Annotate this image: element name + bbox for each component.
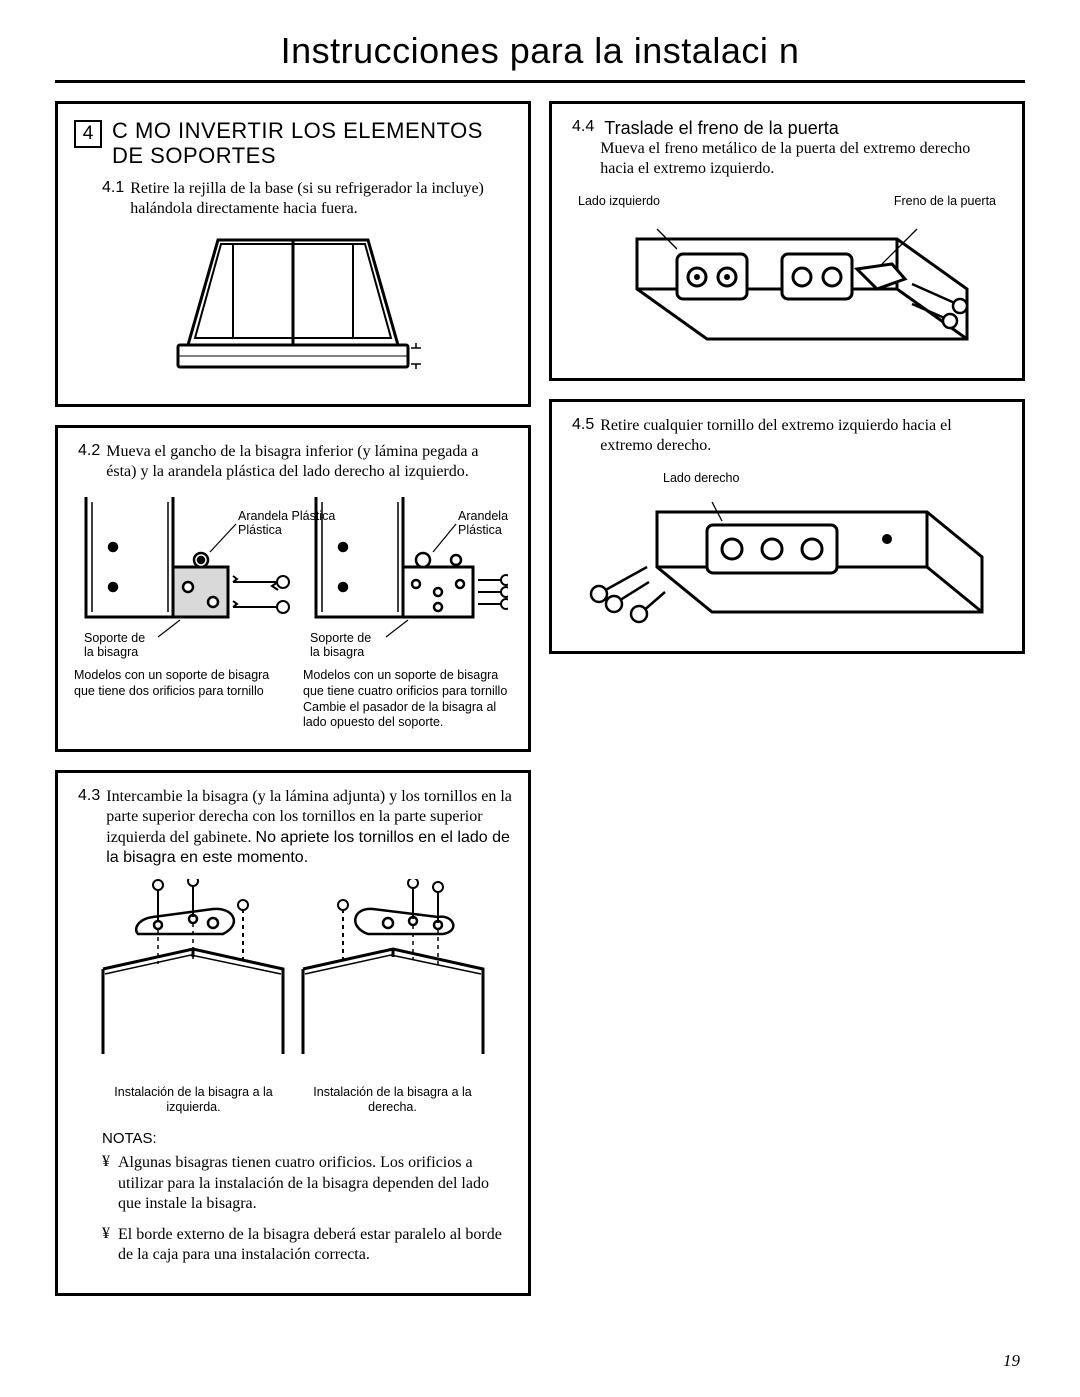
bullet-icon: ¥ bbox=[102, 1225, 110, 1266]
panel-4-3: 4.3 Intercambie la bisagra (y la lámina … bbox=[55, 770, 531, 1296]
sub-4-2: 4.2 Mueva el gancho de la bisagra inferi… bbox=[74, 442, 512, 483]
bullet-icon: ¥ bbox=[102, 1153, 110, 1214]
sub-4-4: 4.4 Traslade el freno de la puerta Mueva… bbox=[568, 118, 1006, 180]
subnum: 4.3 bbox=[74, 787, 100, 869]
caption-right: Instalación de la bisagra a la derecha. bbox=[303, 1085, 482, 1116]
page-title: Instrucciones para la instalaci n bbox=[55, 30, 1025, 83]
left-column: 4 C MO INVERTIR LOS ELEMENTOS DE SOPORTE… bbox=[55, 101, 531, 1296]
section-title: C MO INVERTIR LOS ELEMENTOS DE SOPORTES bbox=[112, 118, 512, 169]
subnum: 4.5 bbox=[568, 416, 594, 457]
figure-top-hinges bbox=[83, 879, 503, 1079]
subnum: 4.2 bbox=[74, 442, 100, 483]
sub-4-3: 4.3 Intercambie la bisagra (y la lámina … bbox=[74, 787, 512, 869]
subtext: Mueva el freno metálico de la puerta del… bbox=[600, 140, 970, 177]
panel-4-5: 4.5 Retire cualquier tornillo del extrem… bbox=[549, 399, 1025, 654]
note-text: Algunas bisagras tienen cuatro orificios… bbox=[118, 1153, 512, 1214]
label-soporte-left: Soporte de bbox=[84, 631, 145, 645]
svg-text:la bisagra: la bisagra bbox=[84, 645, 138, 659]
label-door-stop: Freno de la puerta bbox=[894, 194, 996, 209]
right-column: 4.4 Traslade el freno de la puerta Mueva… bbox=[549, 101, 1025, 1296]
panel-4-2: 4.2 Mueva el gancho de la bisagra inferi… bbox=[55, 425, 531, 752]
subnum: 4.4 bbox=[568, 118, 594, 180]
label-arandela-right: Arandela bbox=[458, 509, 508, 523]
caption-left: Instalación de la bisagra a la izquierda… bbox=[104, 1085, 283, 1116]
caption-row-4-3: Instalación de la bisagra a la izquierda… bbox=[74, 1085, 512, 1116]
caption-right: Modelos con un soporte de bisagra que ti… bbox=[303, 668, 512, 731]
svg-text:Plástica: Plástica bbox=[458, 523, 502, 537]
panel-4-1: 4 C MO INVERTIR LOS ELEMENTOS DE SOPORTE… bbox=[55, 101, 531, 407]
step-number-box: 4 bbox=[74, 120, 102, 148]
label-left-side: Lado izquierdo bbox=[578, 194, 660, 209]
page-number: 19 bbox=[1003, 1351, 1020, 1371]
figure-hinge-brackets: Arandela Plástica Plástica Soporte de la… bbox=[78, 492, 508, 662]
caption-row-4-2: Modelos con un soporte de bisagra que ti… bbox=[74, 668, 512, 731]
content-columns: 4 C MO INVERTIR LOS ELEMENTOS DE SOPORTE… bbox=[55, 101, 1025, 1296]
caption-left: Modelos con un soporte de bisagra que ti… bbox=[74, 668, 283, 731]
figure-right-screws bbox=[587, 497, 987, 627]
note-text: El borde externo de la bisagra deberá es… bbox=[118, 1225, 512, 1266]
subtext: Intercambie la bisagra (y la lámina adju… bbox=[106, 787, 512, 869]
label-right-side: Lado derecho bbox=[663, 471, 739, 485]
subtext: Retire cualquier tornillo del extremo iz… bbox=[600, 416, 1006, 457]
svg-text:Plástica: Plástica bbox=[238, 523, 282, 537]
sub-4-1: 4.1 Retire la rejilla de la base (si su … bbox=[74, 179, 512, 220]
figure-door-stop bbox=[587, 219, 987, 354]
subcontent: Traslade el freno de la puerta Mueva el … bbox=[600, 118, 1006, 180]
sub-4-5: 4.5 Retire cualquier tornillo del extrem… bbox=[568, 416, 1006, 457]
note-2: ¥ El borde externo de la bisagra deberá … bbox=[102, 1225, 512, 1266]
note-1: ¥ Algunas bisagras tienen cuatro orifici… bbox=[102, 1153, 512, 1214]
subtitle: Traslade el freno de la puerta bbox=[604, 118, 838, 138]
figure-base-grille bbox=[163, 230, 423, 380]
subnum: 4.1 bbox=[74, 179, 124, 220]
section-header: 4 C MO INVERTIR LOS ELEMENTOS DE SOPORTE… bbox=[74, 118, 512, 169]
label-arandela-left: Arandela Plástica bbox=[238, 509, 335, 523]
label-soporte-right: Soporte de bbox=[310, 631, 371, 645]
subtext: Mueva el gancho de la bisagra inferior (… bbox=[106, 442, 512, 483]
panel-4-4: 4.4 Traslade el freno de la puerta Mueva… bbox=[549, 101, 1025, 381]
svg-text:la bisagra: la bisagra bbox=[310, 645, 364, 659]
subtext: Retire la rejilla de la base (si su refr… bbox=[130, 179, 512, 220]
notes-heading: NOTAS: bbox=[102, 1130, 512, 1147]
